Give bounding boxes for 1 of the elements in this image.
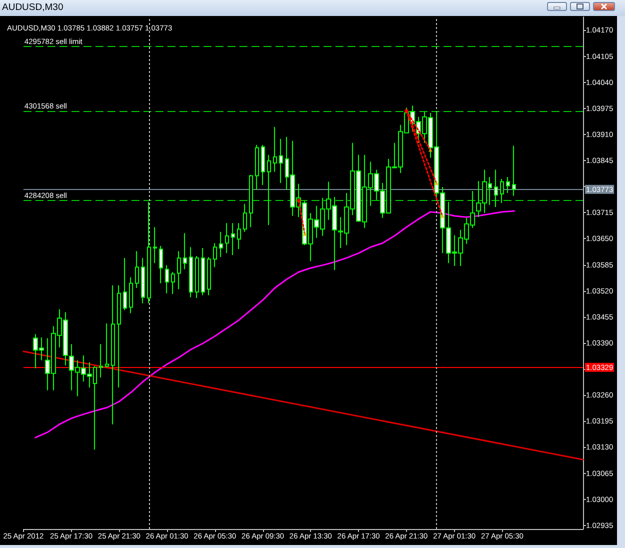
chart-title: AUDUSD,M30 [2,2,64,13]
